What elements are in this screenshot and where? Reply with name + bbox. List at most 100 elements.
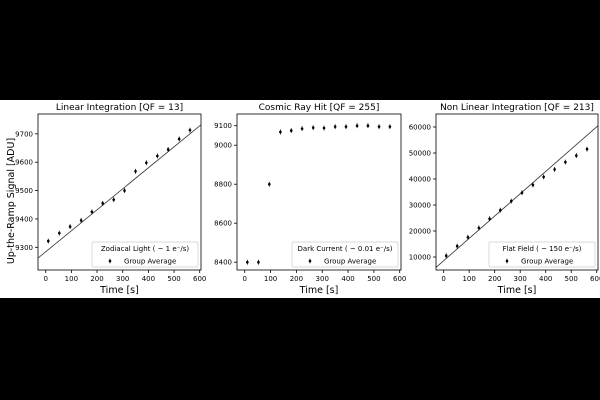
chart-panel-2: Cosmic Ray Hit [QF = 255] 0 100 200 300 400 50… [214, 103, 406, 296]
y-tick-label: 10000 [409, 254, 431, 262]
data-point [267, 182, 271, 186]
data-point [112, 198, 116, 201]
chart-panel-1: Linear Integration [QF = 13] 0 100 200 300 40… [15, 103, 206, 296]
legend-entry: Group Average [324, 258, 376, 266]
x-tick-label: 200 [488, 275, 501, 283]
data-point [166, 148, 170, 151]
data-point [564, 160, 567, 164]
fit-line [38, 124, 201, 259]
legend-entry: Group Average [124, 258, 176, 266]
x-tick-label: 600 [393, 275, 406, 283]
y-tick-label: 8400 [214, 259, 232, 267]
x-tick-label: 0 [243, 275, 247, 283]
data-point [488, 217, 491, 221]
data-point [466, 235, 470, 239]
fit-line [436, 125, 598, 268]
legend-title: Dark Current ( ~ 0.01 e⁻/s) [298, 245, 393, 253]
y-tick-label: 9400 [15, 215, 33, 223]
x-axis-label: Time [s] [299, 285, 339, 296]
x-tick-label: 400 [341, 275, 354, 283]
chart-title: Linear Integration [QF = 13] [56, 103, 183, 113]
x-tick-label: 500 [565, 275, 578, 283]
legend-marker [505, 259, 509, 263]
plot-frame [37, 113, 202, 271]
data-point [257, 260, 260, 264]
data-point [355, 124, 359, 127]
x-axis-label: Time [s] [99, 285, 139, 296]
data-point [79, 219, 83, 222]
chart-title: Non Linear Integration [QF = 213] [440, 103, 594, 113]
y-tick-label: 9700 [15, 130, 33, 138]
x-tick-label: 300 [514, 275, 527, 283]
data-point [575, 154, 578, 157]
x-tick-label: 500 [167, 275, 180, 283]
y-tick-label: 9000 [214, 142, 232, 150]
legend-box [91, 241, 199, 268]
data-point [90, 210, 94, 214]
data-point [553, 168, 556, 171]
y-tick-label: 8600 [214, 220, 232, 228]
x-tick-label: 400 [142, 275, 155, 283]
chart-title: Cosmic Ray Hit [QF = 255] [259, 103, 380, 113]
legend-marker [108, 259, 112, 263]
x-tick-label: 100 [462, 275, 475, 283]
data-point [46, 239, 50, 243]
x-tick-label: 300 [116, 275, 129, 283]
data-point [58, 231, 61, 235]
x-tick-label: 600 [590, 275, 600, 283]
data-point [455, 244, 459, 248]
x-tick-label: 600 [193, 275, 206, 283]
data-point [68, 225, 72, 228]
y-tick-label: 20000 [409, 228, 431, 236]
x-tick-label: 0 [43, 275, 47, 283]
data-point [388, 125, 392, 128]
x-tick-label: 200 [90, 275, 103, 283]
data-point [300, 127, 304, 130]
y-tick-label: 9300 [15, 244, 33, 252]
data-point [279, 130, 282, 134]
data-point [444, 254, 448, 257]
data-point [509, 199, 513, 203]
legend-box [488, 241, 596, 268]
data-point [246, 260, 249, 264]
y-tick-label: 8800 [214, 181, 232, 189]
data-point [156, 154, 159, 158]
y-tick-label: 9600 [15, 159, 33, 167]
data-point [585, 147, 589, 151]
data-point [134, 169, 137, 173]
figure-panel: Up-the-Ramp Signal [ADU] Linear Integrat… [0, 100, 600, 298]
figure-svg: Up-the-Ramp Signal [ADU] Linear Integrat… [6, 103, 600, 296]
legend-marker [308, 259, 312, 263]
x-tick-label: 100 [264, 275, 277, 283]
x-tick-label: 0 [441, 275, 445, 283]
data-point [311, 126, 315, 129]
data-point [333, 125, 337, 128]
data-point [477, 226, 481, 230]
data-point [123, 189, 126, 192]
legend-title: Zodiacal Light ( ~ 1 e⁻/s) [101, 245, 189, 253]
data-point [520, 191, 524, 195]
data-point [101, 202, 104, 205]
data-point [498, 208, 502, 212]
y-tick-label: 9500 [15, 187, 33, 195]
data-point [289, 129, 293, 132]
x-tick-label: 100 [65, 275, 78, 283]
x-tick-label: 300 [316, 275, 329, 283]
x-tick-label: 400 [539, 275, 552, 283]
chart-panel-3: Non Linear Integration [QF = 213] 0 100 200… [409, 103, 600, 296]
y-tick-label: 50000 [409, 150, 431, 158]
data-point [177, 137, 181, 141]
y-tick-label: 30000 [409, 202, 431, 210]
data-point [322, 126, 326, 130]
plot-frame [236, 113, 402, 271]
y-tick-label: 60000 [409, 124, 431, 132]
x-axis-label: Time [s] [497, 285, 537, 296]
plot-frame [435, 113, 599, 271]
data-point [366, 124, 370, 127]
data-point [531, 183, 535, 187]
data-point [344, 125, 348, 128]
legend-title: Flat Field ( ~ 150 e⁻/s) [503, 245, 582, 253]
figure-ylabel: Up-the-Ramp Signal [ADU] [6, 138, 17, 264]
y-tick-label: 40000 [409, 176, 431, 184]
x-tick-label: 500 [367, 275, 380, 283]
